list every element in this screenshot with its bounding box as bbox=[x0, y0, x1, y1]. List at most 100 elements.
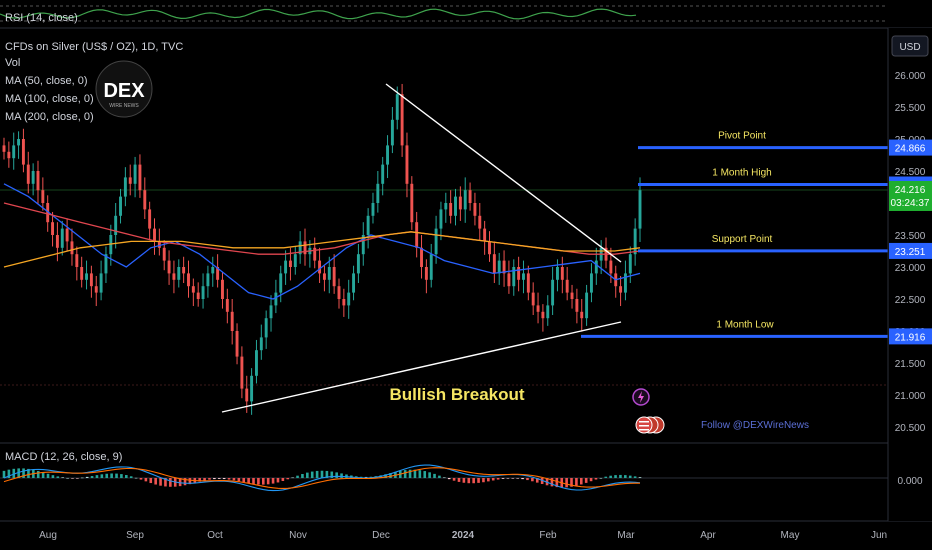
current-price-value: 24.216 bbox=[895, 185, 926, 196]
ma50-legend[interactable]: MA (50, close, 0) bbox=[5, 75, 88, 87]
bullish-breakout-annotation[interactable]: Bullish Breakout bbox=[389, 385, 524, 404]
macd-histogram-bar bbox=[61, 477, 65, 478]
candle bbox=[507, 260, 511, 294]
macd-histogram-bar bbox=[584, 478, 588, 483]
ma200-legend[interactable]: MA (200, close, 0) bbox=[5, 111, 94, 123]
ma100-legend[interactable]: MA (100, close, 0) bbox=[5, 93, 94, 105]
macd-histogram-bar bbox=[487, 478, 490, 482]
ma50-line[interactable] bbox=[3, 183, 641, 300]
ascending-trendline[interactable] bbox=[221, 321, 622, 413]
candle bbox=[604, 237, 608, 269]
macd-histogram-bar bbox=[413, 469, 417, 478]
macd-histogram-bar bbox=[17, 468, 20, 478]
candle bbox=[575, 288, 579, 324]
candle bbox=[36, 160, 40, 204]
macd-histogram-bar bbox=[125, 475, 128, 478]
candle bbox=[206, 265, 210, 298]
candle bbox=[638, 177, 642, 243]
ma100-line[interactable] bbox=[3, 202, 641, 255]
macd-histogram-bar bbox=[222, 478, 226, 480]
candle bbox=[143, 177, 147, 219]
candle bbox=[594, 247, 598, 285]
candle bbox=[386, 135, 389, 179]
macd-histogram-bar bbox=[472, 478, 475, 484]
candle bbox=[420, 235, 423, 279]
currency-button[interactable]: USD bbox=[891, 35, 929, 57]
candle bbox=[269, 295, 273, 332]
candle bbox=[541, 304, 545, 332]
candle bbox=[623, 260, 627, 301]
candle bbox=[429, 243, 433, 288]
macd-histogram-bar bbox=[41, 472, 45, 478]
current-price-badge: 24.216 03:24:37 bbox=[889, 181, 932, 211]
price-axis[interactable] bbox=[888, 28, 932, 521]
candle bbox=[51, 211, 55, 247]
macd-histogram-bar bbox=[452, 478, 456, 481]
candle bbox=[65, 218, 69, 251]
candle bbox=[7, 141, 11, 168]
candle bbox=[104, 246, 108, 283]
ma200-line[interactable] bbox=[3, 231, 641, 268]
macd-histogram-bar bbox=[301, 474, 304, 478]
candle bbox=[381, 156, 385, 196]
macd-histogram-bar bbox=[208, 478, 211, 480]
candle bbox=[182, 256, 186, 283]
candle bbox=[410, 176, 414, 230]
macd-histogram-bar bbox=[247, 478, 250, 484]
macd-histogram-bar bbox=[71, 478, 74, 479]
macd-histogram-bar bbox=[242, 478, 246, 483]
macd-histogram-bar bbox=[428, 472, 431, 478]
us-flag-events-icon[interactable] bbox=[635, 416, 665, 434]
rsi-line bbox=[0, 8, 637, 20]
candle bbox=[390, 107, 394, 154]
currency-label: USD bbox=[899, 42, 920, 53]
macd-histogram-bar bbox=[462, 478, 466, 483]
candle bbox=[55, 222, 59, 262]
macd-histogram-bar bbox=[237, 478, 241, 482]
logo-subtext: WIRE NEWS bbox=[109, 103, 139, 109]
macd-histogram-bar bbox=[198, 478, 201, 482]
candle bbox=[517, 256, 521, 292]
macd-histogram-bar bbox=[134, 477, 138, 479]
candle bbox=[531, 282, 535, 315]
candle bbox=[502, 250, 506, 287]
macd-histogram-bar bbox=[12, 468, 16, 478]
macd-histogram-bar bbox=[526, 478, 529, 481]
candle bbox=[279, 265, 283, 303]
descending-trendline[interactable] bbox=[385, 83, 622, 263]
price-levels[interactable]: Pivot Point 1 Month High Support Point 1 Mo… bbox=[581, 131, 888, 338]
vol-legend[interactable]: Vol bbox=[5, 57, 20, 69]
macd-histogram-bar bbox=[129, 476, 133, 478]
macd-histogram-bar bbox=[306, 472, 309, 478]
macd-histogram-bar bbox=[540, 478, 544, 485]
candle bbox=[313, 237, 317, 269]
follow-text: Follow @DEXWireNews bbox=[701, 420, 809, 431]
time-axis-label: 2024 bbox=[452, 530, 475, 541]
time-axis-label: Apr bbox=[700, 530, 716, 541]
macd-histogram-bar bbox=[443, 477, 446, 479]
macd-histogram-bar bbox=[408, 469, 412, 478]
macd-histogram-bar bbox=[252, 478, 255, 485]
macd-histogram-bar bbox=[624, 475, 627, 478]
symbol-legend[interactable]: CFDs on Silver (US$ / OZ), 1D, TVC bbox=[5, 41, 183, 53]
price-tick-label: 25.500 bbox=[895, 103, 926, 114]
candle bbox=[473, 192, 477, 226]
macd-histogram-bar bbox=[418, 470, 422, 478]
candle bbox=[556, 259, 559, 292]
macd-histogram-bar bbox=[271, 478, 275, 484]
candle bbox=[439, 201, 443, 241]
macd-histogram-bar bbox=[599, 477, 603, 479]
macd-histogram-bar bbox=[521, 478, 524, 480]
macd-histogram-bar bbox=[266, 478, 270, 485]
level-price-value: 24.866 bbox=[895, 144, 926, 155]
macd-histogram-bar bbox=[604, 476, 608, 478]
time-axis[interactable]: Aug Sep Oct Nov Dec 2024 Feb Mar Apr May Jun bbox=[39, 530, 887, 541]
candle bbox=[99, 260, 103, 301]
flash-icon[interactable] bbox=[632, 388, 650, 406]
candle bbox=[619, 275, 623, 307]
macd-histogram-bar bbox=[335, 472, 338, 478]
candle bbox=[458, 186, 462, 221]
time-axis-label: Nov bbox=[289, 530, 307, 541]
candle bbox=[580, 299, 584, 332]
